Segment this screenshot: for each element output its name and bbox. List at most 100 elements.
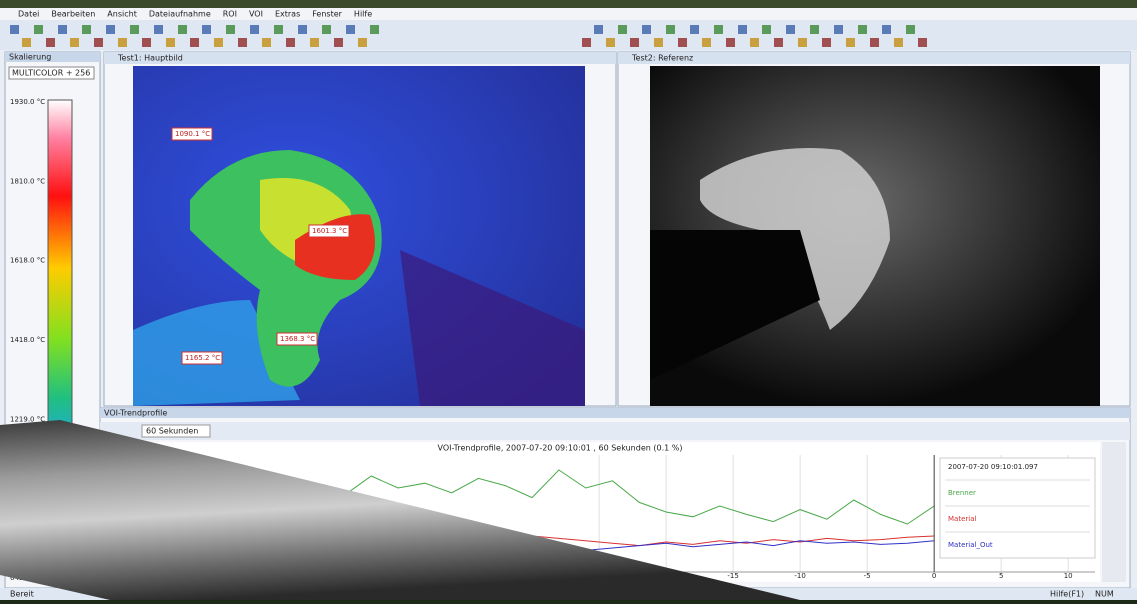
main-view-title: Test1: Hauptbild: [117, 54, 183, 63]
toolbar-button[interactable]: [786, 25, 795, 34]
toolbar-button[interactable]: [154, 25, 163, 34]
toolbar-button[interactable]: [322, 25, 331, 34]
toolbar-button[interactable]: [894, 38, 903, 47]
toolbar: [0, 20, 1137, 50]
legend-title: 2007-07-20 09:10:01.097: [948, 463, 1038, 471]
toolbar-button[interactable]: [262, 38, 271, 47]
menu-item[interactable]: Dateiaufnahme: [149, 10, 211, 19]
colorbar-label: 1810.0 °C: [10, 177, 45, 185]
toolbar-button[interactable]: [918, 38, 927, 47]
toolbar-button[interactable]: [618, 25, 627, 34]
toolbar-button[interactable]: [810, 25, 819, 34]
toolbar-button[interactable]: [34, 25, 43, 34]
spot-label-box: [181, 351, 223, 365]
toolbar-button[interactable]: [882, 25, 891, 34]
toolbar-button[interactable]: [594, 25, 603, 34]
toolbar-button[interactable]: [94, 38, 103, 47]
x-tick-label: -15: [727, 572, 738, 580]
toolbar-button[interactable]: [738, 25, 747, 34]
status-item: Hilfe(F1): [1050, 590, 1084, 599]
interval-select[interactable]: [141, 424, 211, 438]
toolbar-button[interactable]: [58, 25, 67, 34]
trend-panel-header: [100, 408, 1130, 418]
spot-label-box: [171, 127, 213, 141]
toolbar-button[interactable]: [178, 25, 187, 34]
menu-item[interactable]: Fenster: [312, 10, 342, 19]
toolbar-button[interactable]: [678, 38, 687, 47]
menu-item[interactable]: VOI: [249, 10, 263, 19]
toolbar-button[interactable]: [582, 38, 591, 47]
colorbar-label: 1618.0 °C: [10, 257, 45, 265]
toolbar-button[interactable]: [286, 38, 295, 47]
scrollbar[interactable]: [1102, 442, 1126, 582]
toolbar-button[interactable]: [250, 25, 259, 34]
toolbar-button[interactable]: [70, 38, 79, 47]
colorbar-label: 1418.0 °C: [10, 336, 45, 344]
toolbar-button[interactable]: [858, 25, 867, 34]
toolbar-button[interactable]: [214, 38, 223, 47]
toolbar-button[interactable]: [726, 38, 735, 47]
toolbar-button[interactable]: [750, 38, 759, 47]
x-tick-label: 10: [1064, 572, 1073, 580]
toolbar-button[interactable]: [654, 38, 663, 47]
toolbar-button[interactable]: [22, 38, 31, 47]
menu-item[interactable]: Hilfe: [354, 10, 372, 19]
toolbar-button[interactable]: [606, 38, 615, 47]
reference-dark-region: [650, 230, 820, 380]
legend-box: [939, 457, 1096, 559]
toolbar-button[interactable]: [298, 25, 307, 34]
toolbar-button[interactable]: [334, 38, 343, 47]
menu-item[interactable]: ROI: [223, 10, 237, 19]
x-tick-label: -5: [864, 572, 871, 580]
legend-entry: Brenner: [948, 489, 976, 497]
toolbar-button[interactable]: [46, 38, 55, 47]
toolbar-button[interactable]: [130, 25, 139, 34]
toolbar-button[interactable]: [798, 38, 807, 47]
toolbar-button[interactable]: [702, 38, 711, 47]
legend-entry: Material: [948, 515, 976, 523]
toolbar-button[interactable]: [346, 25, 355, 34]
toolbar-button[interactable]: [118, 38, 127, 47]
menubar: [0, 8, 1137, 20]
toolbar-button[interactable]: [666, 25, 675, 34]
palette-select[interactable]: [8, 66, 95, 80]
toolbar-button[interactable]: [774, 38, 783, 47]
interval-label: 60 Sekunden: [146, 427, 198, 436]
status-item: NUM: [1095, 590, 1114, 599]
toolbar-button[interactable]: [82, 25, 91, 34]
spot-label-box: [276, 332, 318, 346]
scale-panel-title: Skalierung: [9, 53, 51, 62]
toolbar-button[interactable]: [226, 25, 235, 34]
toolbar-button[interactable]: [822, 38, 831, 47]
trend-panel-title: VOI-Trendprofile: [104, 409, 167, 418]
toolbar-button[interactable]: [142, 38, 151, 47]
spot-label-box: [308, 224, 350, 238]
toolbar-button[interactable]: [358, 38, 367, 47]
reference-view-header: [618, 52, 1130, 64]
toolbar-button[interactable]: [106, 25, 115, 34]
toolbar-button[interactable]: [190, 38, 199, 47]
toolbar-button[interactable]: [906, 25, 915, 34]
menu-item[interactable]: Ansicht: [107, 10, 137, 19]
toolbar-button[interactable]: [630, 38, 639, 47]
toolbar-button[interactable]: [166, 38, 175, 47]
toolbar-button[interactable]: [274, 25, 283, 34]
menu-item[interactable]: Extras: [275, 10, 300, 19]
toolbar-button[interactable]: [846, 38, 855, 47]
spot-label: 1368.3 °C: [280, 335, 315, 343]
toolbar-button[interactable]: [370, 25, 379, 34]
toolbar-button[interactable]: [310, 38, 319, 47]
toolbar-button[interactable]: [642, 25, 651, 34]
toolbar-button[interactable]: [834, 25, 843, 34]
menu-item[interactable]: Bearbeiten: [51, 10, 95, 19]
toolbar-button[interactable]: [714, 25, 723, 34]
toolbar-button[interactable]: [870, 38, 879, 47]
toolbar-button[interactable]: [238, 38, 247, 47]
toolbar-button[interactable]: [762, 25, 771, 34]
toolbar-button[interactable]: [202, 25, 211, 34]
toolbar-button[interactable]: [690, 25, 699, 34]
menu-item[interactable]: Datei: [18, 10, 39, 19]
toolbar-button[interactable]: [10, 25, 19, 34]
